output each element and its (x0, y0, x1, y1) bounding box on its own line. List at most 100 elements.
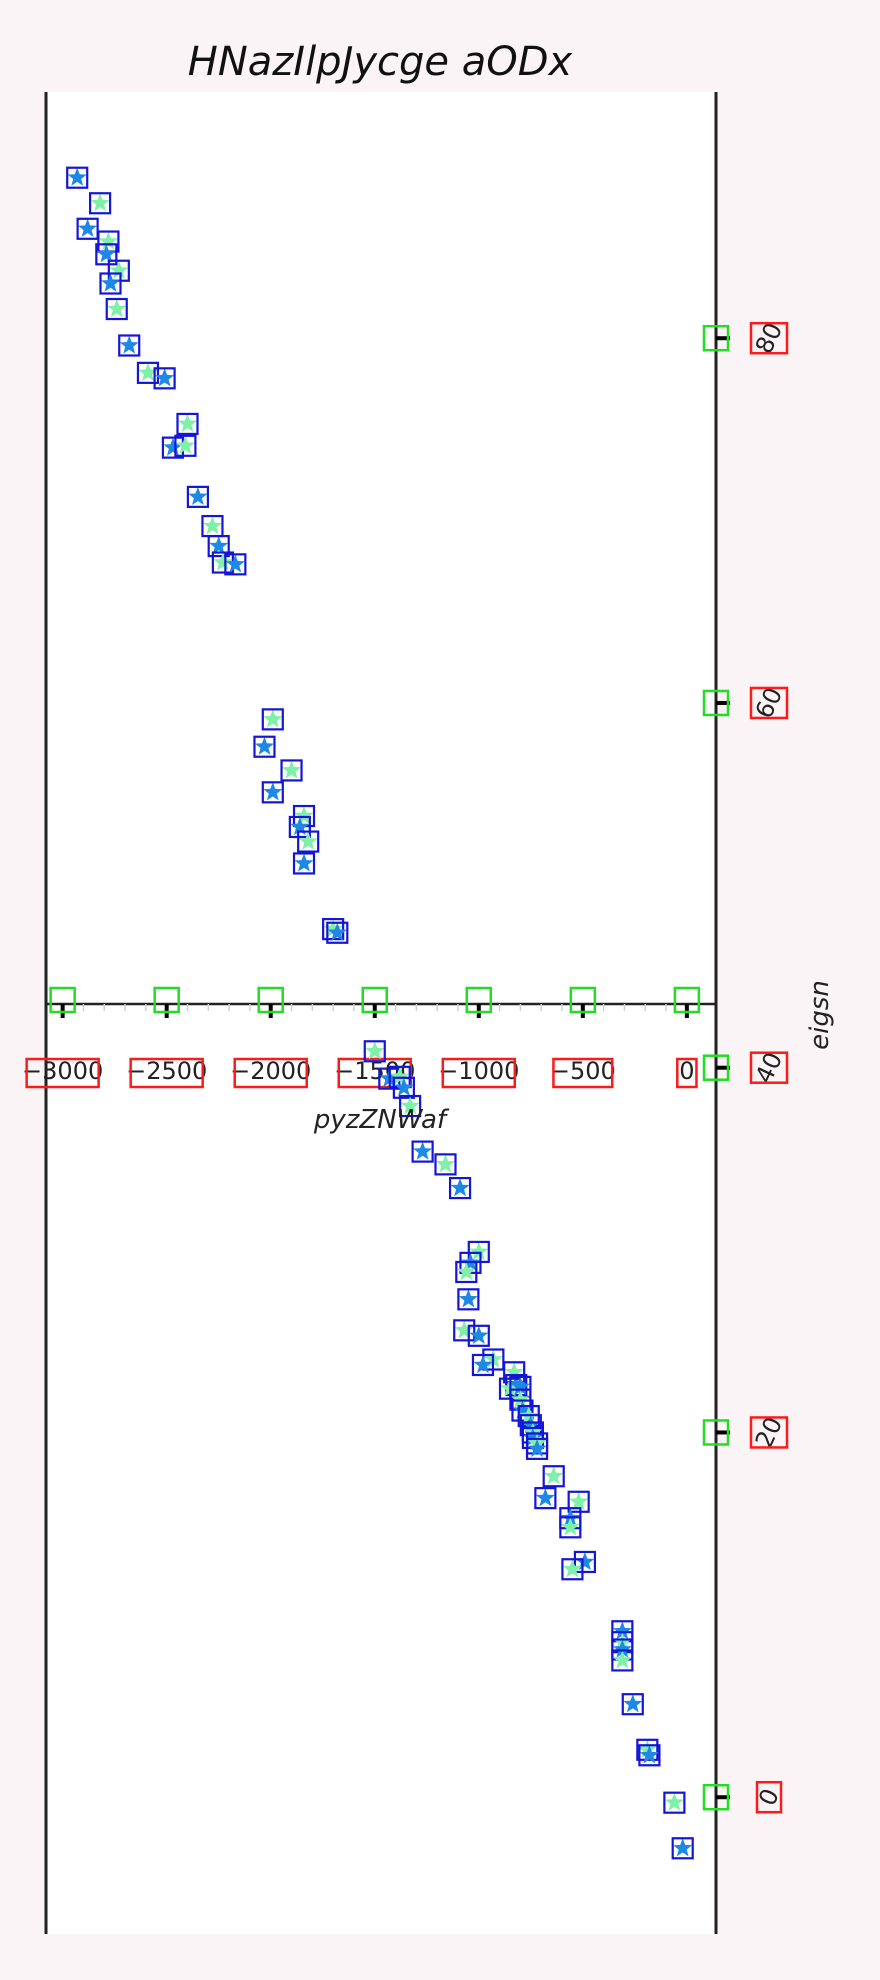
data-point (261, 708, 284, 731)
data-point-star (612, 1650, 632, 1669)
data-point-box (105, 297, 128, 321)
data-point-star (504, 1362, 524, 1381)
data-point-box (174, 434, 197, 457)
data-point-star (323, 919, 343, 938)
x-tick-marker-box (153, 986, 180, 1014)
x-axis-label: pyzZNWaf (313, 1105, 450, 1135)
data-point-box (453, 1319, 476, 1342)
x-tick-marker-box (361, 986, 389, 1014)
data-point (253, 735, 276, 758)
data-point-star (454, 1320, 474, 1339)
data-point (99, 272, 122, 295)
x-tick-label: −2500 (126, 1057, 207, 1085)
data-point-star (365, 1041, 385, 1060)
data-point-star (612, 1621, 632, 1640)
data-point-star (263, 709, 283, 728)
data-marks (66, 166, 694, 1860)
data-point (638, 1744, 661, 1767)
data-point (326, 921, 349, 944)
data-point-box (638, 1744, 661, 1767)
data-point-star (255, 736, 274, 755)
y-tick-label-box (749, 1416, 789, 1449)
y-tick-label-box (749, 1051, 789, 1084)
data-point-star (458, 1289, 478, 1308)
data-point-box (455, 1260, 478, 1284)
data-point-star (413, 1141, 433, 1160)
data-point (224, 553, 247, 576)
x-tick-label: −1000 (438, 1057, 519, 1085)
data-point-star (527, 1438, 547, 1457)
data-point-star (664, 1792, 684, 1811)
data-point (471, 1353, 495, 1377)
data-point (511, 1399, 534, 1422)
data-point-box (448, 1176, 472, 1200)
data-point-star (155, 368, 175, 387)
data-point (457, 1288, 480, 1311)
data-point (392, 1076, 415, 1099)
y-tick-marker-box (702, 689, 730, 717)
data-point-star (544, 1466, 564, 1485)
data-point (292, 852, 316, 875)
x-tick-marker-box (569, 986, 597, 1014)
data-point-box (621, 1693, 644, 1716)
data-point (363, 1040, 386, 1063)
data-point-box (76, 217, 99, 240)
data-point-box (224, 553, 247, 576)
data-point-box (561, 1558, 584, 1581)
x-tick-marker-box (257, 986, 284, 1014)
data-point-box (399, 1094, 422, 1118)
x-tick-label: −3000 (22, 1057, 103, 1085)
x-tick-marker-box (49, 986, 76, 1014)
data-point-box (207, 535, 230, 558)
data-point-star (294, 853, 314, 872)
data-point (455, 1260, 478, 1284)
x-tick-label: 0 (679, 1057, 694, 1085)
data-point-star (78, 218, 98, 237)
data-point-star (138, 362, 158, 381)
data-point-star (96, 244, 116, 263)
data-point-box (297, 830, 320, 853)
x-tick-label-box (233, 1057, 308, 1089)
data-point-star (202, 516, 222, 535)
data-point-star (521, 1415, 541, 1434)
x-tick-label-box (676, 1057, 698, 1089)
data-point-box (457, 1288, 480, 1311)
x-tick-marker-box (673, 986, 701, 1014)
data-point (467, 1324, 490, 1347)
data-point (176, 412, 199, 436)
data-point-box (95, 243, 118, 266)
data-point-box (534, 1487, 557, 1510)
data-point (561, 1558, 584, 1581)
data-point (186, 485, 209, 508)
data-point-box (559, 1516, 582, 1539)
data-point-star (612, 1639, 632, 1658)
data-point (153, 367, 176, 390)
data-point-star (119, 335, 139, 354)
data-point (671, 1837, 694, 1860)
x-tick-label-box (441, 1057, 517, 1089)
data-point-star (456, 1262, 476, 1281)
data-point-box (186, 485, 209, 508)
y-tick-marker-box (702, 1054, 730, 1081)
y-axis-label: eigsn (805, 980, 835, 1050)
data-point-box (363, 1040, 386, 1063)
data-point-star (209, 536, 229, 555)
data-point-star (639, 1745, 659, 1764)
data-point-box (261, 781, 284, 804)
data-point-star (513, 1400, 532, 1419)
data-point (567, 1490, 590, 1513)
data-point-star (575, 1552, 595, 1570)
data-point-star (535, 1488, 555, 1507)
data-point-box (671, 1837, 694, 1860)
data-point-star (450, 1178, 470, 1197)
data-point-box (288, 815, 311, 839)
data-point-star (394, 1077, 414, 1096)
data-point-box (567, 1490, 590, 1513)
x-tick-marker-box (465, 986, 493, 1014)
y-tick-marker-box (702, 1419, 730, 1446)
data-point-box (118, 334, 141, 357)
data-point-box (261, 708, 284, 731)
data-point-star (473, 1355, 493, 1374)
data-point-star (213, 552, 233, 571)
